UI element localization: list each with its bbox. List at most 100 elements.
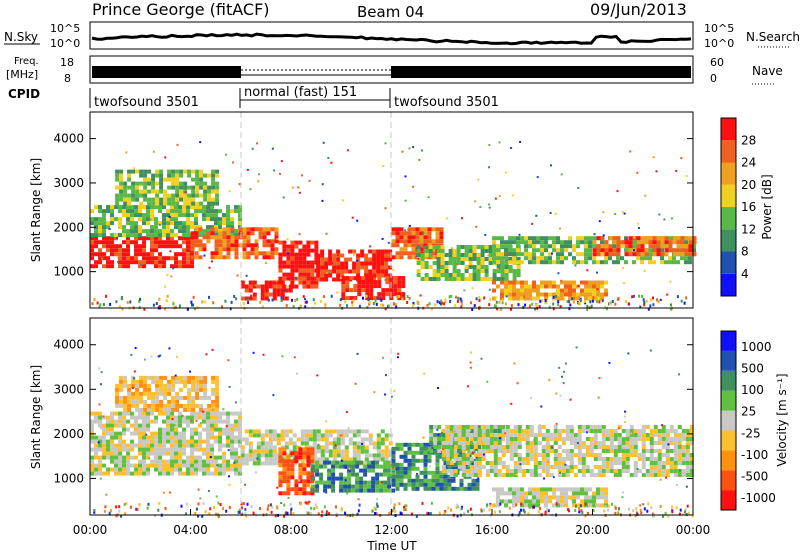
heatmap-cell <box>175 185 180 190</box>
speckle-cell <box>557 303 560 307</box>
heatmap-cell <box>167 193 172 198</box>
heatmap-cell <box>664 236 669 241</box>
heatmap-cell <box>244 437 249 442</box>
heatmap-cell <box>158 471 162 476</box>
heatmap-cell <box>146 233 150 238</box>
heatmap-cell <box>359 468 364 473</box>
heatmap-cell <box>336 449 341 454</box>
heatmap-cell <box>202 427 206 432</box>
speckle-cell <box>384 142 387 145</box>
speckle-cell <box>647 307 650 311</box>
heatmap-cell <box>174 439 178 444</box>
heatmap-cell <box>508 292 512 297</box>
heatmap-cell <box>544 236 548 241</box>
heatmap-cell <box>512 240 516 245</box>
heatmap-cell <box>508 487 512 492</box>
heatmap-cell <box>131 181 136 186</box>
heatmap-cell <box>576 244 580 249</box>
heatmap-cell <box>399 446 404 451</box>
speckle-cell <box>187 307 189 311</box>
heatmap-cell <box>122 205 126 210</box>
heatmap-cell <box>524 240 528 245</box>
heatmap-cell <box>436 257 441 261</box>
heatmap-cell <box>290 244 295 249</box>
heatmap-cell <box>629 437 634 441</box>
heatmap-cell <box>336 249 341 254</box>
heatmap-cell <box>540 292 544 297</box>
heatmap-cell <box>653 429 658 433</box>
heatmap-cell <box>584 236 588 241</box>
heatmap-cell <box>572 288 576 293</box>
heatmap-cell <box>649 437 654 441</box>
heatmap-cell <box>564 499 568 504</box>
heatmap-cell <box>139 379 144 384</box>
speckle-cell <box>411 304 414 307</box>
heatmap-cell <box>214 439 218 444</box>
speckle-cell <box>511 194 514 197</box>
speckle-cell <box>296 297 299 301</box>
heatmap-cell <box>601 473 606 477</box>
heatmap-cell <box>135 169 140 174</box>
heatmap-cell <box>284 441 289 446</box>
heatmap-cell <box>657 469 662 473</box>
heatmap-cell <box>102 213 106 218</box>
heatmap-cell <box>316 433 321 438</box>
heatmap-cell <box>581 453 586 457</box>
heatmap-cell <box>476 245 481 249</box>
heatmap-cell <box>548 495 552 500</box>
heatmap-cell <box>252 457 257 462</box>
heatmap-cell <box>505 449 510 453</box>
speckle-cell <box>470 351 473 354</box>
speckle-cell <box>145 433 148 436</box>
heatmap-cell <box>505 433 510 437</box>
heatmap-cell <box>206 217 210 222</box>
speckle-cell <box>450 508 452 512</box>
heatmap-cell <box>440 261 445 265</box>
heatmap-cell <box>533 469 538 473</box>
heatmap-cell <box>516 495 520 500</box>
heatmap-cell <box>464 245 469 249</box>
heatmap-cell <box>151 201 156 206</box>
speckle-cell <box>374 507 377 511</box>
heatmap-cell <box>163 375 168 380</box>
heatmap-cell <box>195 379 200 384</box>
heatmap-cell <box>155 399 160 404</box>
speckle-cell <box>437 433 440 436</box>
heatmap-cell <box>118 455 122 460</box>
heatmap-cell <box>488 249 493 253</box>
heatmap-cell <box>492 277 497 281</box>
heatmap-cell <box>194 213 198 218</box>
heatmap-cell <box>475 486 480 491</box>
heatmap-cell <box>288 288 293 293</box>
speckle-cell <box>192 295 195 299</box>
heatmap-cell <box>138 411 142 416</box>
heatmap-cell <box>288 437 293 442</box>
heatmap-cell <box>190 427 194 432</box>
heatmap-cell <box>154 244 158 249</box>
heatmap-cell <box>641 433 646 437</box>
heatmap-cell <box>166 213 170 218</box>
heatmap-cell <box>384 449 389 454</box>
heatmap-cell <box>162 244 166 249</box>
heatmap-cell <box>114 217 118 222</box>
heatmap-cell <box>159 391 164 396</box>
heatmap-cell <box>182 233 186 238</box>
heatmap-cell <box>681 473 686 477</box>
heatmap-cell <box>119 375 124 380</box>
heatmap-cell <box>234 251 239 256</box>
heatmap-cell <box>272 429 277 434</box>
speckle-cell <box>211 408 214 411</box>
heatmap-cell <box>625 453 630 457</box>
heatmap-cell <box>423 239 428 244</box>
heatmap-cell <box>215 395 220 400</box>
heatmap-cell <box>516 248 520 253</box>
speckle-cell <box>102 415 105 418</box>
speckle-cell <box>415 514 418 518</box>
heatmap-cell <box>689 461 694 465</box>
heatmap-cell <box>597 425 602 429</box>
x-axis-label: Time UT <box>366 539 417 553</box>
heatmap-cell <box>380 253 385 258</box>
heatmap-cell <box>154 435 158 440</box>
heatmap-cell <box>516 260 520 265</box>
